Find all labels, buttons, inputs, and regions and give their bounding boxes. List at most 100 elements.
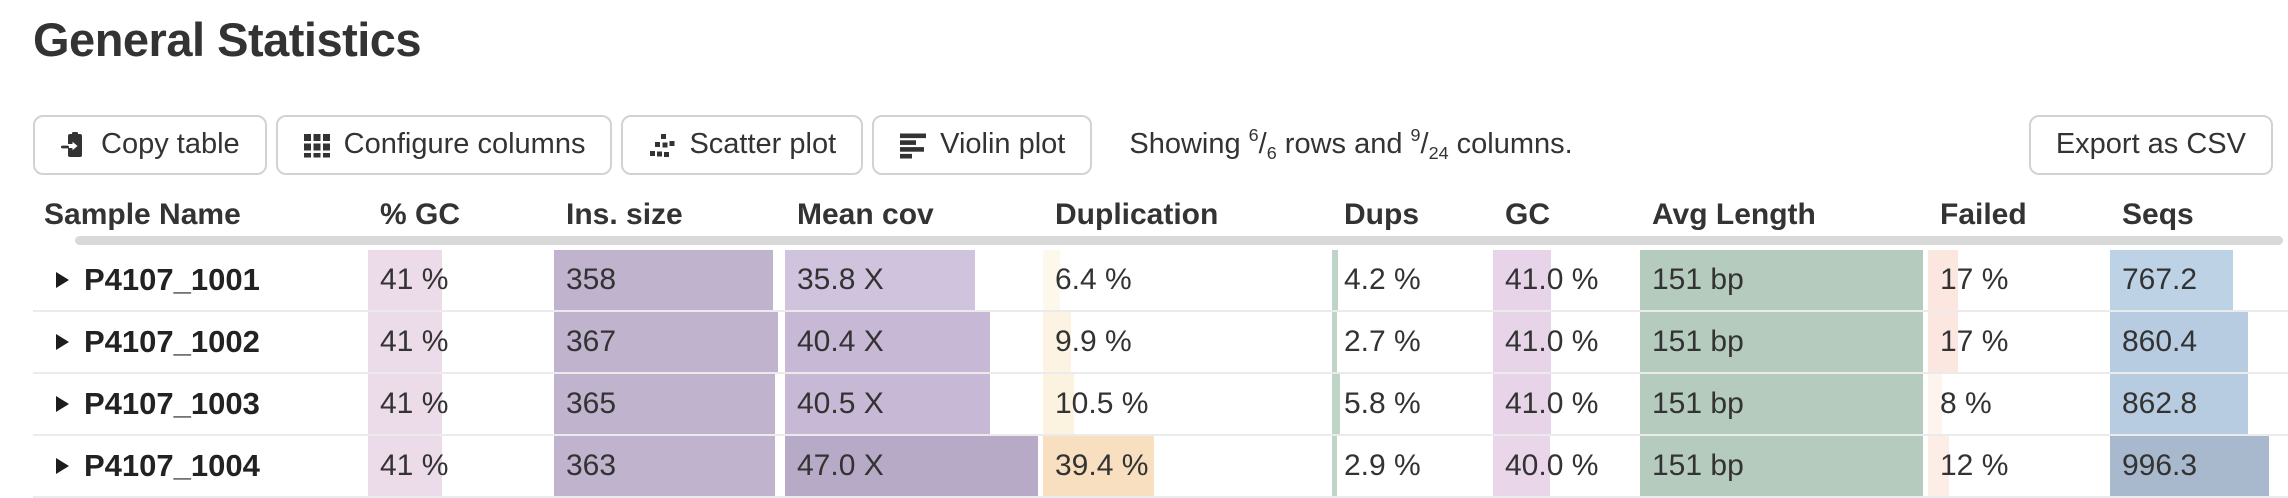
column-header-failed[interactable]: Failed	[1940, 197, 2027, 231]
cell-gc: 41.0 %	[1493, 373, 1640, 436]
cell-bar	[1928, 249, 1959, 310]
cell-bar	[785, 373, 990, 434]
cell-bar	[1493, 311, 1552, 372]
cell-pct-gc: 41 %	[368, 311, 554, 374]
cell-bar	[554, 311, 778, 372]
cell-avg-length: 151 bp	[1640, 311, 1928, 374]
cell-bar	[1043, 435, 1154, 496]
cell-seqs: 862.8	[2110, 373, 2288, 436]
cell-bar	[2110, 311, 2249, 372]
cell-mean-cov: 40.4 X	[785, 311, 1043, 374]
copy-table-label: Copy table	[101, 128, 240, 161]
cell-bar	[368, 435, 443, 496]
cell-bar	[1493, 373, 1552, 434]
cell-bar	[1493, 249, 1552, 310]
column-header-seqs[interactable]: Seqs	[2122, 197, 2194, 231]
cell-bar	[1043, 311, 1072, 372]
cell-bar	[1332, 311, 1337, 372]
cell-bar	[554, 435, 776, 496]
table-row[interactable]: P4107_1001 41 % 358 35.8 X 6.4 % 4.2 % 4…	[33, 249, 2288, 312]
scatter-plot-label: Scatter plot	[689, 128, 837, 161]
violin-plot-label: Violin plot	[940, 128, 1066, 161]
cell-gc: 41.0 %	[1493, 311, 1640, 374]
cell-mean-cov: 40.5 X	[785, 373, 1043, 436]
column-header-avg-length[interactable]: Avg Length	[1652, 197, 1816, 231]
cell-bar	[1928, 311, 1959, 372]
cell-avg-length: 151 bp	[1640, 373, 1928, 436]
cell-bar	[1640, 373, 1923, 434]
cell-pct-gc: 41 %	[368, 373, 554, 436]
cell-mean-cov: 47.0 X	[785, 435, 1043, 498]
column-header-sample-name[interactable]: Sample Name	[44, 197, 241, 231]
cell-duplication: 9.9 %	[1043, 311, 1332, 374]
configure-columns-button[interactable]: Configure columns	[275, 114, 613, 175]
cell-pct-gc: 41 %	[368, 249, 554, 312]
cell-bar	[368, 249, 443, 310]
cell-bar	[1640, 435, 1923, 496]
cell-gc: 40.0 %	[1493, 435, 1640, 498]
cell-failed: 8 %	[1928, 373, 2110, 436]
scatter-plot-button[interactable]: Scatter plot	[621, 114, 864, 175]
cell-dups: 2.7 %	[1332, 311, 1493, 374]
expand-row-icon[interactable]	[56, 395, 69, 412]
column-header-mean-cov[interactable]: Mean cov	[797, 197, 934, 231]
violin-plot-button[interactable]: Violin plot	[872, 114, 1093, 175]
cell-bar	[1640, 311, 1923, 372]
cell-bar	[785, 249, 975, 310]
cell-duplication: 6.4 %	[1043, 249, 1332, 312]
cell-dups: 2.9 %	[1332, 435, 1493, 498]
cell-bar	[2110, 249, 2233, 310]
horizontal-bars-icon	[899, 131, 927, 159]
cell-bar	[2110, 435, 2270, 496]
cell-gc: 41.0 %	[1493, 249, 1640, 312]
showing-summary: Showing 6/6 rows and 9/24 columns.	[1129, 125, 1573, 164]
cell-mean-cov: 35.8 X	[785, 249, 1043, 312]
copy-table-button[interactable]: Copy table	[33, 114, 267, 175]
general-stats-table-wrap: Sample Name % GC Ins. size Mean cov Dupl…	[33, 196, 2288, 498]
cell-bar	[1043, 373, 1075, 434]
cell-bar	[368, 373, 443, 434]
cell-bar	[2110, 373, 2249, 434]
table-row[interactable]: P4107_1003 41 % 365 40.5 X 10.5 % 5.8 % …	[33, 373, 2288, 436]
column-header-dups[interactable]: Dups	[1344, 197, 1419, 231]
cell-ins-size: 363	[554, 435, 785, 498]
rows-shown-count: 6	[1248, 125, 1259, 146]
cell-seqs: 860.4	[2110, 311, 2288, 374]
grid-icon	[303, 131, 331, 159]
cell-failed: 17 %	[1928, 249, 2110, 312]
expand-row-icon[interactable]	[56, 457, 69, 474]
cell-ins-size: 358	[554, 249, 785, 312]
cell-dups: 5.8 %	[1332, 373, 1493, 436]
table-row[interactable]: P4107_1002 41 % 367 40.4 X 9.9 % 2.7 % 4…	[33, 311, 2288, 374]
export-csv-button[interactable]: Export as CSV	[2028, 114, 2273, 175]
cell-bar	[1043, 249, 1061, 310]
table-toolbar: Copy table Configure columns Scatter	[33, 114, 2288, 175]
cell-failed: 17 %	[1928, 311, 2110, 374]
cell-avg-length: 151 bp	[1640, 435, 1928, 498]
cell-pct-gc: 41 %	[368, 435, 554, 498]
cell-bar	[785, 311, 990, 372]
cell-bar	[1928, 435, 1950, 496]
column-header-duplication[interactable]: Duplication	[1055, 197, 1219, 231]
cell-bar	[368, 311, 443, 372]
header-row: Sample Name % GC Ins. size Mean cov Dupl…	[33, 196, 2288, 250]
cell-seqs: 767.2	[2110, 249, 2288, 312]
column-header-pct-gc[interactable]: % GC	[380, 197, 461, 231]
column-header-ins-size[interactable]: Ins. size	[566, 197, 683, 231]
column-header-gc[interactable]: GC	[1505, 197, 1550, 231]
expand-row-icon[interactable]	[56, 271, 69, 288]
expand-row-icon[interactable]	[56, 333, 69, 350]
cell-bar	[554, 249, 774, 310]
cell-seqs: 996.3	[2110, 435, 2288, 498]
cell-bar	[1928, 373, 1943, 434]
cell-failed: 12 %	[1928, 435, 2110, 498]
table-row[interactable]: P4107_1004 41 % 363 47.0 X 39.4 % 2.9 % …	[33, 435, 2288, 498]
rows-total-count: 6	[1266, 143, 1277, 164]
cell-bar	[1640, 249, 1923, 310]
cell-bar	[554, 373, 776, 434]
cell-bar	[1332, 373, 1340, 434]
cell-dups: 4.2 %	[1332, 249, 1493, 312]
general-stats-table: Sample Name % GC Ins. size Mean cov Dupl…	[33, 196, 2288, 498]
horizontal-scrollbar[interactable]	[75, 235, 2283, 245]
